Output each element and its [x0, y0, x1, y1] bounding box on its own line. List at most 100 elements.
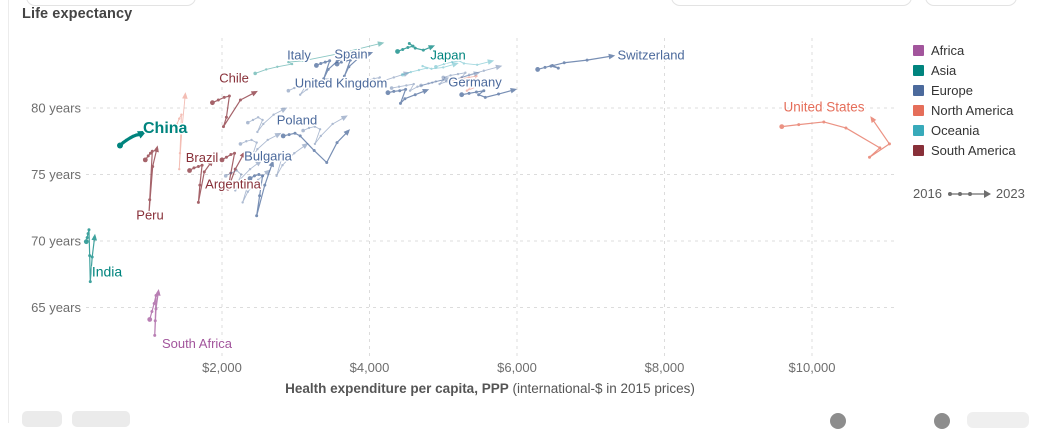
legend-swatch-icon: [913, 65, 924, 76]
trail-switzerland[interactable]: [535, 53, 616, 72]
country-label-japan[interactable]: Japan: [429, 46, 467, 64]
trail-unlabeled[interactable]: [441, 64, 503, 80]
trail-india[interactable]: [83, 228, 98, 284]
country-label-peru[interactable]: Peru: [135, 206, 165, 224]
country-label-spain[interactable]: Spain: [333, 45, 369, 63]
country-label-germany[interactable]: Germany: [447, 73, 504, 91]
trail-unlabeled[interactable]: [223, 160, 262, 192]
x-tick-label: $2,000: [202, 360, 242, 375]
trail-united-states[interactable]: [779, 116, 891, 159]
legend-swatch-icon: [913, 45, 924, 56]
trail-italy[interactable]: [314, 54, 350, 81]
legend-item-label: Asia: [931, 63, 957, 78]
trail-arrowhead: [366, 51, 374, 58]
country-label-argentina[interactable]: Argentina: [204, 175, 263, 193]
trail-chile[interactable]: [210, 90, 258, 129]
trail-arrowhead: [250, 90, 258, 97]
y-tick-label: 70 years: [31, 234, 81, 249]
trail-unlabeled[interactable]: [238, 132, 282, 160]
trail-arrowhead: [443, 76, 451, 83]
country-label-united-kingdom[interactable]: United Kingdom: [293, 74, 389, 92]
legend-item-label: Africa: [931, 43, 965, 58]
trail-argentina[interactable]: [219, 151, 246, 191]
legend-swatch-icon: [913, 85, 924, 96]
trail-unlabeled[interactable]: [389, 76, 451, 92]
timeline-range-fragment[interactable]: [72, 411, 130, 427]
trail-arrowhead: [487, 59, 495, 65]
trail-arrowhead: [153, 145, 159, 153]
legend-item-asia[interactable]: Asia: [913, 64, 1016, 77]
country-label-poland[interactable]: Poland: [275, 111, 318, 129]
trail-arrowhead: [510, 88, 518, 94]
legend: Africa Asia Europe North America Oceania Sout…: [913, 44, 1016, 164]
country-label-brazil[interactable]: Brazil: [184, 148, 220, 166]
trail-unlabeled[interactable]: [286, 78, 333, 96]
x-tick-label: $10,000: [789, 360, 836, 375]
trail-unlabeled[interactable]: [172, 92, 188, 171]
timeline-control-fragment[interactable]: [22, 411, 62, 427]
trail-bulgaria[interactable]: [247, 160, 274, 218]
trail-united-kingdom[interactable]: [385, 87, 430, 105]
legend-item-europe[interactable]: Europe: [913, 84, 1016, 97]
country-label-italy[interactable]: Italy: [286, 46, 313, 64]
trail-unlabeled[interactable]: [253, 41, 385, 76]
trail-unlabeled[interactable]: [419, 71, 481, 88]
legend-item-south-america[interactable]: South America: [913, 144, 1016, 157]
country-label-india[interactable]: India: [90, 262, 124, 281]
trail-peru[interactable]: [142, 145, 159, 215]
action-button-fragment-1[interactable]: [830, 413, 846, 429]
legend-item-oceania[interactable]: Oceania: [913, 124, 1016, 137]
country-label-china[interactable]: China: [141, 118, 189, 138]
action-button-fragment-3[interactable]: [967, 412, 1029, 428]
trail-unlabeled[interactable]: [231, 169, 271, 204]
trail-poland[interactable]: [280, 129, 351, 165]
legend-item-label: South America: [931, 143, 1016, 158]
legend-swatch-icon: [913, 145, 924, 156]
trail-unlabeled[interactable]: [360, 71, 411, 87]
x-tick-label: $6,000: [497, 360, 537, 375]
x-tick-label: $4,000: [350, 360, 390, 375]
trail-arrowhead: [268, 160, 274, 168]
country-label-switzerland[interactable]: Switzerland: [616, 46, 686, 64]
country-label-south-africa[interactable]: South Africa: [160, 334, 234, 352]
trail-germany[interactable]: [459, 88, 518, 99]
trail-arrowhead: [422, 89, 430, 95]
legend-swatch-icon: [913, 125, 924, 136]
legend-items: Africa Asia Europe North America Oceania Sout…: [913, 44, 1016, 157]
gridlines: 65 years 70 years 75 years 80 years $2,000 $4…: [31, 38, 898, 375]
legend-item-africa[interactable]: Africa: [913, 44, 1016, 57]
trail-arrowhead: [343, 129, 351, 136]
trail-arrowhead: [136, 130, 147, 139]
trail-arrowhead: [491, 78, 499, 84]
legend-item-label: Oceania: [931, 123, 980, 138]
trail-unlabeled[interactable]: [246, 107, 288, 134]
trail-china[interactable]: [117, 130, 147, 149]
trail-arrowhead: [263, 169, 271, 176]
trail-arrowhead: [473, 71, 481, 77]
trail-arrowhead: [325, 78, 333, 84]
trail-japan[interactable]: [395, 41, 436, 54]
trail-arrowhead: [340, 115, 348, 122]
trail-unlabeled[interactable]: [264, 142, 309, 178]
trail-unlabeled[interactable]: [400, 62, 459, 77]
country-label-united-states[interactable]: United States: [782, 98, 866, 116]
trail-unlabeled[interactable]: [452, 74, 499, 92]
trail-unlabeled[interactable]: [301, 115, 348, 146]
country-label-chile[interactable]: Chile: [218, 69, 251, 87]
left-border-line: [8, 0, 9, 423]
trail-south-africa[interactable]: [147, 289, 161, 337]
trail-arrowhead: [608, 53, 616, 60]
x-axis-title-unit: (international-$ in 2015 prices): [512, 381, 695, 396]
trail-brazil[interactable]: [187, 159, 214, 204]
trail-arrowhead: [377, 41, 385, 47]
country-label-bulgaria[interactable]: Bulgaria: [243, 147, 294, 165]
trail-unlabeled[interactable]: [434, 57, 495, 69]
trail-arrowhead: [495, 64, 503, 71]
x-axis-title: Health expenditure per capita, PPP (inte…: [140, 381, 840, 396]
trail-spain[interactable]: [334, 51, 374, 78]
legend-item-north-america[interactable]: North America: [913, 104, 1016, 117]
action-button-fragment-2[interactable]: [934, 413, 950, 429]
trail-arrowhead: [280, 107, 288, 114]
trail-arrowhead: [239, 151, 246, 159]
